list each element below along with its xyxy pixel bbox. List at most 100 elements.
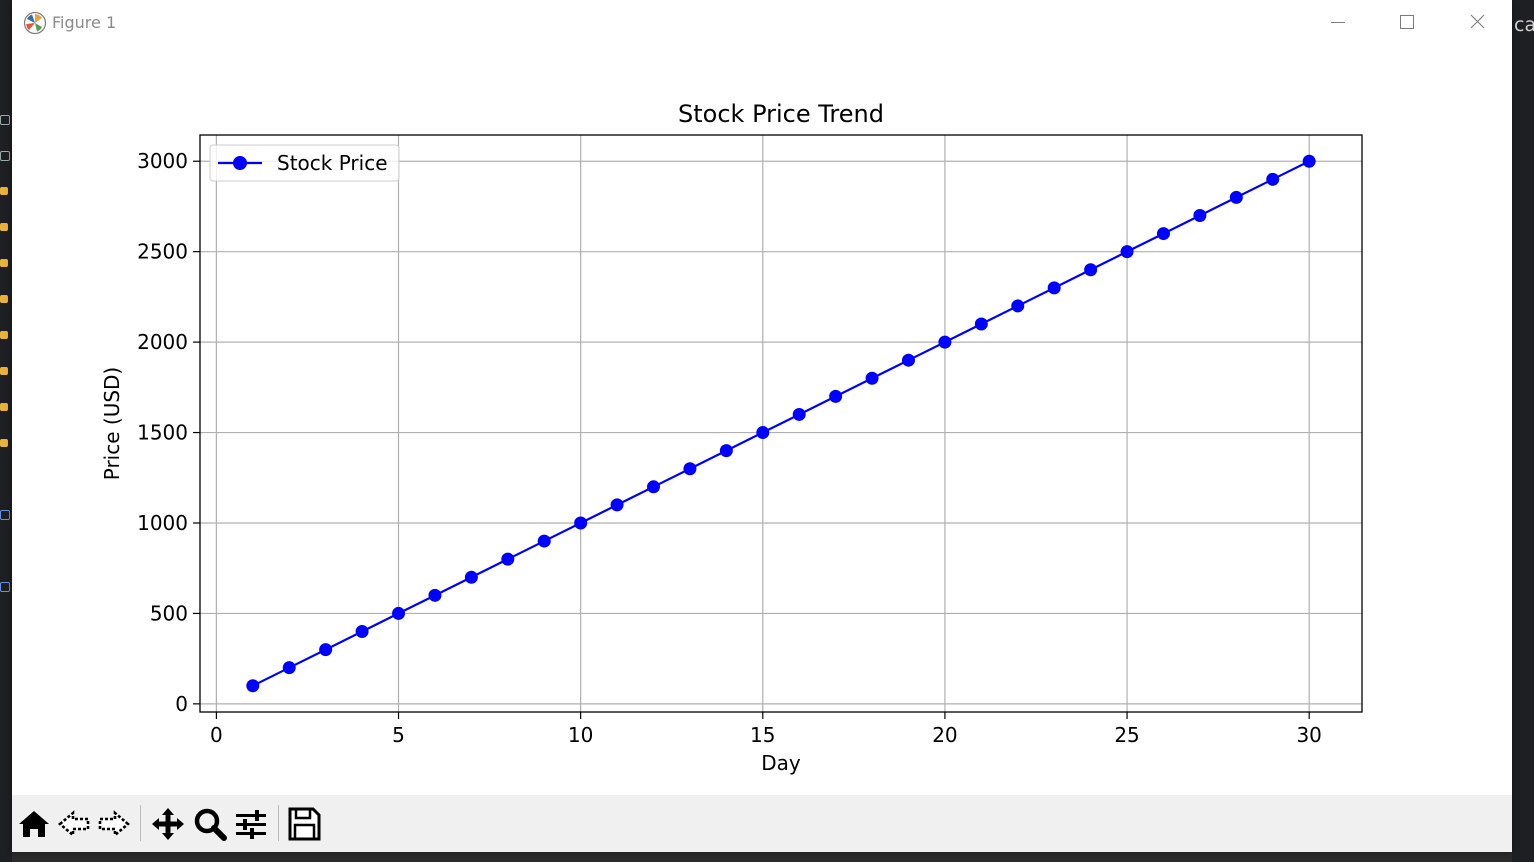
data-point [1193,208,1207,222]
legend-box [209,144,400,182]
maximize-icon [1400,15,1414,29]
data-point [792,407,806,421]
data-point [501,552,515,566]
data-point [756,426,770,440]
background-editor-right [1512,0,1534,862]
data-point [1229,190,1243,204]
x-tick-label: 25 [1114,723,1139,747]
data-point [901,353,915,367]
chart: 0 5 10 15 20 25 30 0 500 1000 1500 2000 2500 3000 Sto… [100,100,1363,775]
data-point [537,534,551,548]
data-point [1302,154,1316,168]
background-glyph [0,151,10,161]
background-glyph [0,115,10,125]
data-point [719,444,733,458]
home-icon [19,811,49,837]
toolbar-separator [278,805,279,841]
data-point [974,317,988,331]
data-point [1011,299,1025,313]
data-point [610,498,624,512]
x-tick-label: 20 [932,723,957,747]
x-tick-label: 30 [1296,723,1321,747]
back-arrow-icon [57,810,90,838]
data-point [464,570,478,584]
legend: Stock Price [209,144,400,182]
legend-marker [233,156,247,170]
background-glyph [0,582,10,592]
background-glyph [0,223,8,231]
data-point [1084,263,1098,277]
data-point [428,588,442,602]
data-point [829,389,843,403]
zoom-button[interactable] [191,805,229,843]
data-point [1266,172,1280,186]
y-axis-label: Price (USD) [100,367,124,481]
data-point [282,661,296,675]
tick-layer: 0 5 10 15 20 25 30 0 500 1000 1500 2000 2500 3000 [137,149,1322,747]
toolbar-separator [140,805,141,841]
background-glyph [0,259,8,267]
data-point [1120,245,1134,259]
y-tick-label: 500 [150,601,188,625]
data-point [355,625,369,639]
y-tick-label: 3000 [137,149,188,173]
series-line [252,160,1310,687]
data-point [1047,281,1061,295]
back-button[interactable] [55,805,93,843]
x-tick-label: 15 [750,723,775,747]
y-tick-label: 2500 [137,240,188,264]
data-point [1156,227,1170,241]
figure-window: Figure 1 0 5 10 15 20 25 30 0 500 1000 1500 2000 250… [12,0,1512,852]
background-glyph [0,510,10,520]
minimize-button[interactable] [1302,0,1372,46]
axes-frame [199,134,1363,713]
background-glyph [0,187,8,195]
zoom-icon [194,808,227,841]
data-point [246,679,260,693]
grid-layer [200,135,1362,712]
pan-icon [152,808,184,840]
x-tick-label: 5 [392,723,405,747]
data-point [574,516,588,530]
x-tick-label: 0 [210,723,223,747]
figure-canvas[interactable]: 0 5 10 15 20 25 30 0 500 1000 1500 2000 2500 3000 Sto… [12,46,1512,795]
data-point [647,480,661,494]
save-icon [288,807,321,841]
background-editor-left [0,0,12,862]
forward-button[interactable] [95,805,133,843]
minimize-icon [1331,22,1345,23]
configure-subplots-button[interactable] [232,805,270,843]
maximize-button[interactable] [1372,0,1442,46]
series-layer [246,154,1316,693]
data-point [865,371,879,385]
background-glyph [0,331,8,339]
window-title: Figure 1 [52,13,117,32]
y-tick-label: 0 [175,692,188,716]
data-point [319,643,333,657]
home-button[interactable] [15,805,53,843]
pan-button[interactable] [149,805,187,843]
background-glyph [0,403,8,411]
background-editor-text: ca [1514,14,1534,36]
y-tick-label: 1000 [137,511,188,535]
close-button[interactable] [1442,0,1512,46]
x-axis-label: Day [761,751,801,775]
background-glyph [0,295,8,303]
background-glyph [0,367,8,375]
chart-title: Stock Price Trend [678,100,884,128]
data-point [392,606,406,620]
legend-label: Stock Price [277,151,388,175]
close-icon [1470,14,1485,29]
x-tick-label: 10 [568,723,593,747]
background-glyph [0,439,8,447]
save-button[interactable] [285,805,323,843]
window-titlebar: Figure 1 [12,0,1512,46]
navigation-toolbar [12,795,1512,852]
data-point [938,335,952,349]
forward-arrow-icon [98,810,131,838]
matplotlib-logo-icon [23,11,47,35]
data-point [683,462,697,476]
y-tick-label: 1500 [137,421,188,445]
y-tick-label: 2000 [137,330,188,354]
configure-subplots-icon [236,810,266,839]
